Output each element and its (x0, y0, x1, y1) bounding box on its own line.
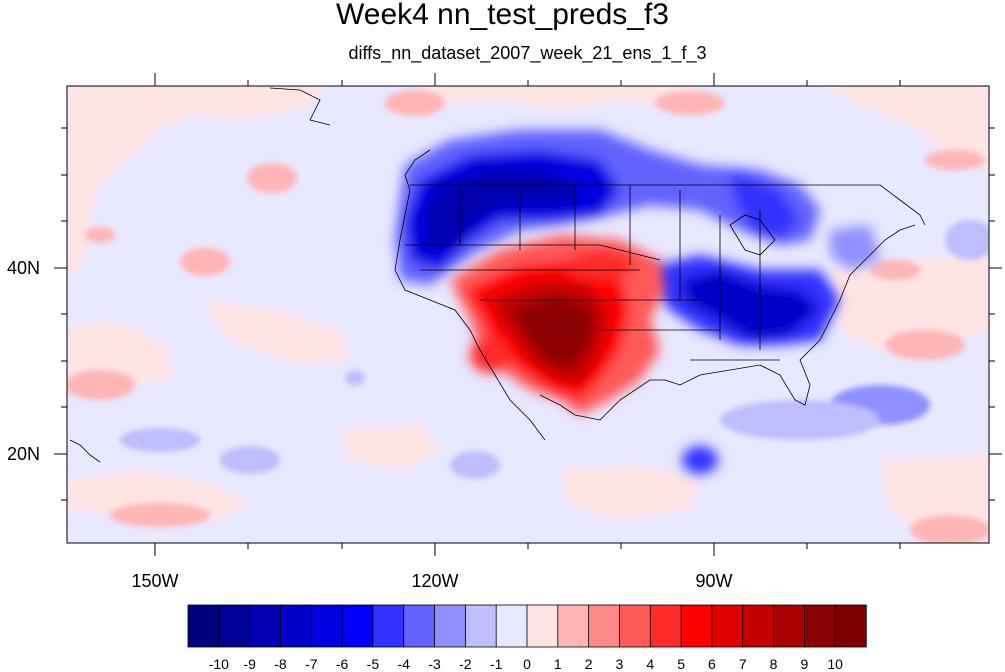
positive-medium-patches (67, 90, 989, 543)
colorbar-label: 10 (827, 656, 843, 672)
colorbar-box (403, 604, 436, 648)
colorbar-box (773, 604, 806, 648)
colorbar-label: -2 (459, 656, 472, 672)
colorbar-box (619, 604, 651, 648)
colorbar-label: -9 (243, 656, 256, 672)
x-minor-ticks (247, 80, 901, 549)
colorbar-box (249, 604, 282, 648)
positive-strong-regions (450, 235, 665, 415)
boundaries (69, 87, 926, 463)
x-tick-label-150w: 150W (131, 571, 178, 591)
colorbar-box (742, 604, 775, 648)
x-major-ticks (154, 73, 715, 556)
colorbar: -10 -9 -8 -7 -6 -5 -4 -3 -2 -1 0 1 2 3 4 5 6 7 8 9 10 (187, 604, 867, 672)
x-tick-label-120w: 120W (411, 571, 458, 591)
y-tick-label-40n: 40N (7, 258, 40, 278)
colorbar-box (711, 604, 744, 648)
colorbar-label: 7 (739, 656, 747, 672)
colorbar-box (434, 604, 467, 648)
colorbar-box (649, 604, 682, 648)
colorbar-label: -6 (336, 656, 349, 672)
difference-field (67, 86, 989, 543)
colorbar-box (341, 604, 374, 648)
colorbar-box (680, 604, 713, 648)
colorbar-label: 0 (523, 656, 531, 672)
colorbar-label: 8 (770, 656, 778, 672)
colorbar-label: 1 (554, 656, 562, 672)
colorbar-box (280, 604, 312, 648)
colorbar-label: 6 (708, 656, 716, 672)
colorbar-label: 5 (677, 656, 685, 672)
map-subtitle: diffs_nn_dataset_2007_week_21_ens_1_f_3 (348, 43, 707, 63)
colorbar-box (588, 604, 621, 648)
colorbar-box (464, 604, 497, 648)
colorbar-label: -5 (367, 656, 380, 672)
colorbar-label: -1 (490, 656, 503, 672)
colorbar-box (495, 604, 528, 648)
y-tick-label-20n: 20N (7, 444, 40, 464)
positive-light-regions (67, 86, 989, 543)
colorbar-box (372, 604, 405, 648)
x-tick-label-90w: 90W (695, 571, 732, 591)
negative-strong-regions (395, 130, 880, 474)
colorbar-label: -3 (428, 656, 441, 672)
colorbar-label: 3 (616, 656, 624, 672)
colorbar-box (803, 604, 836, 648)
colorbar-label: -8 (274, 656, 287, 672)
y-major-ticks (54, 267, 1002, 455)
colorbar-box (218, 604, 251, 648)
colorbar-label: -7 (305, 656, 318, 672)
colorbar-label: -4 (398, 656, 411, 672)
colorbar-label: 4 (646, 656, 654, 672)
colorbar-box (187, 604, 220, 648)
map-title: Week4 nn_test_preds_f3 (335, 0, 669, 31)
y-minor-ticks (61, 127, 995, 501)
colorbar-box (310, 604, 343, 648)
colorbar-label: 9 (800, 656, 808, 672)
colorbar-box (557, 604, 590, 648)
negative-light-patches (120, 220, 989, 479)
colorbar-label: -10 (209, 656, 229, 672)
colorbar-label: 2 (585, 656, 593, 672)
colorbar-box (834, 604, 867, 648)
colorbar-box (526, 604, 559, 648)
